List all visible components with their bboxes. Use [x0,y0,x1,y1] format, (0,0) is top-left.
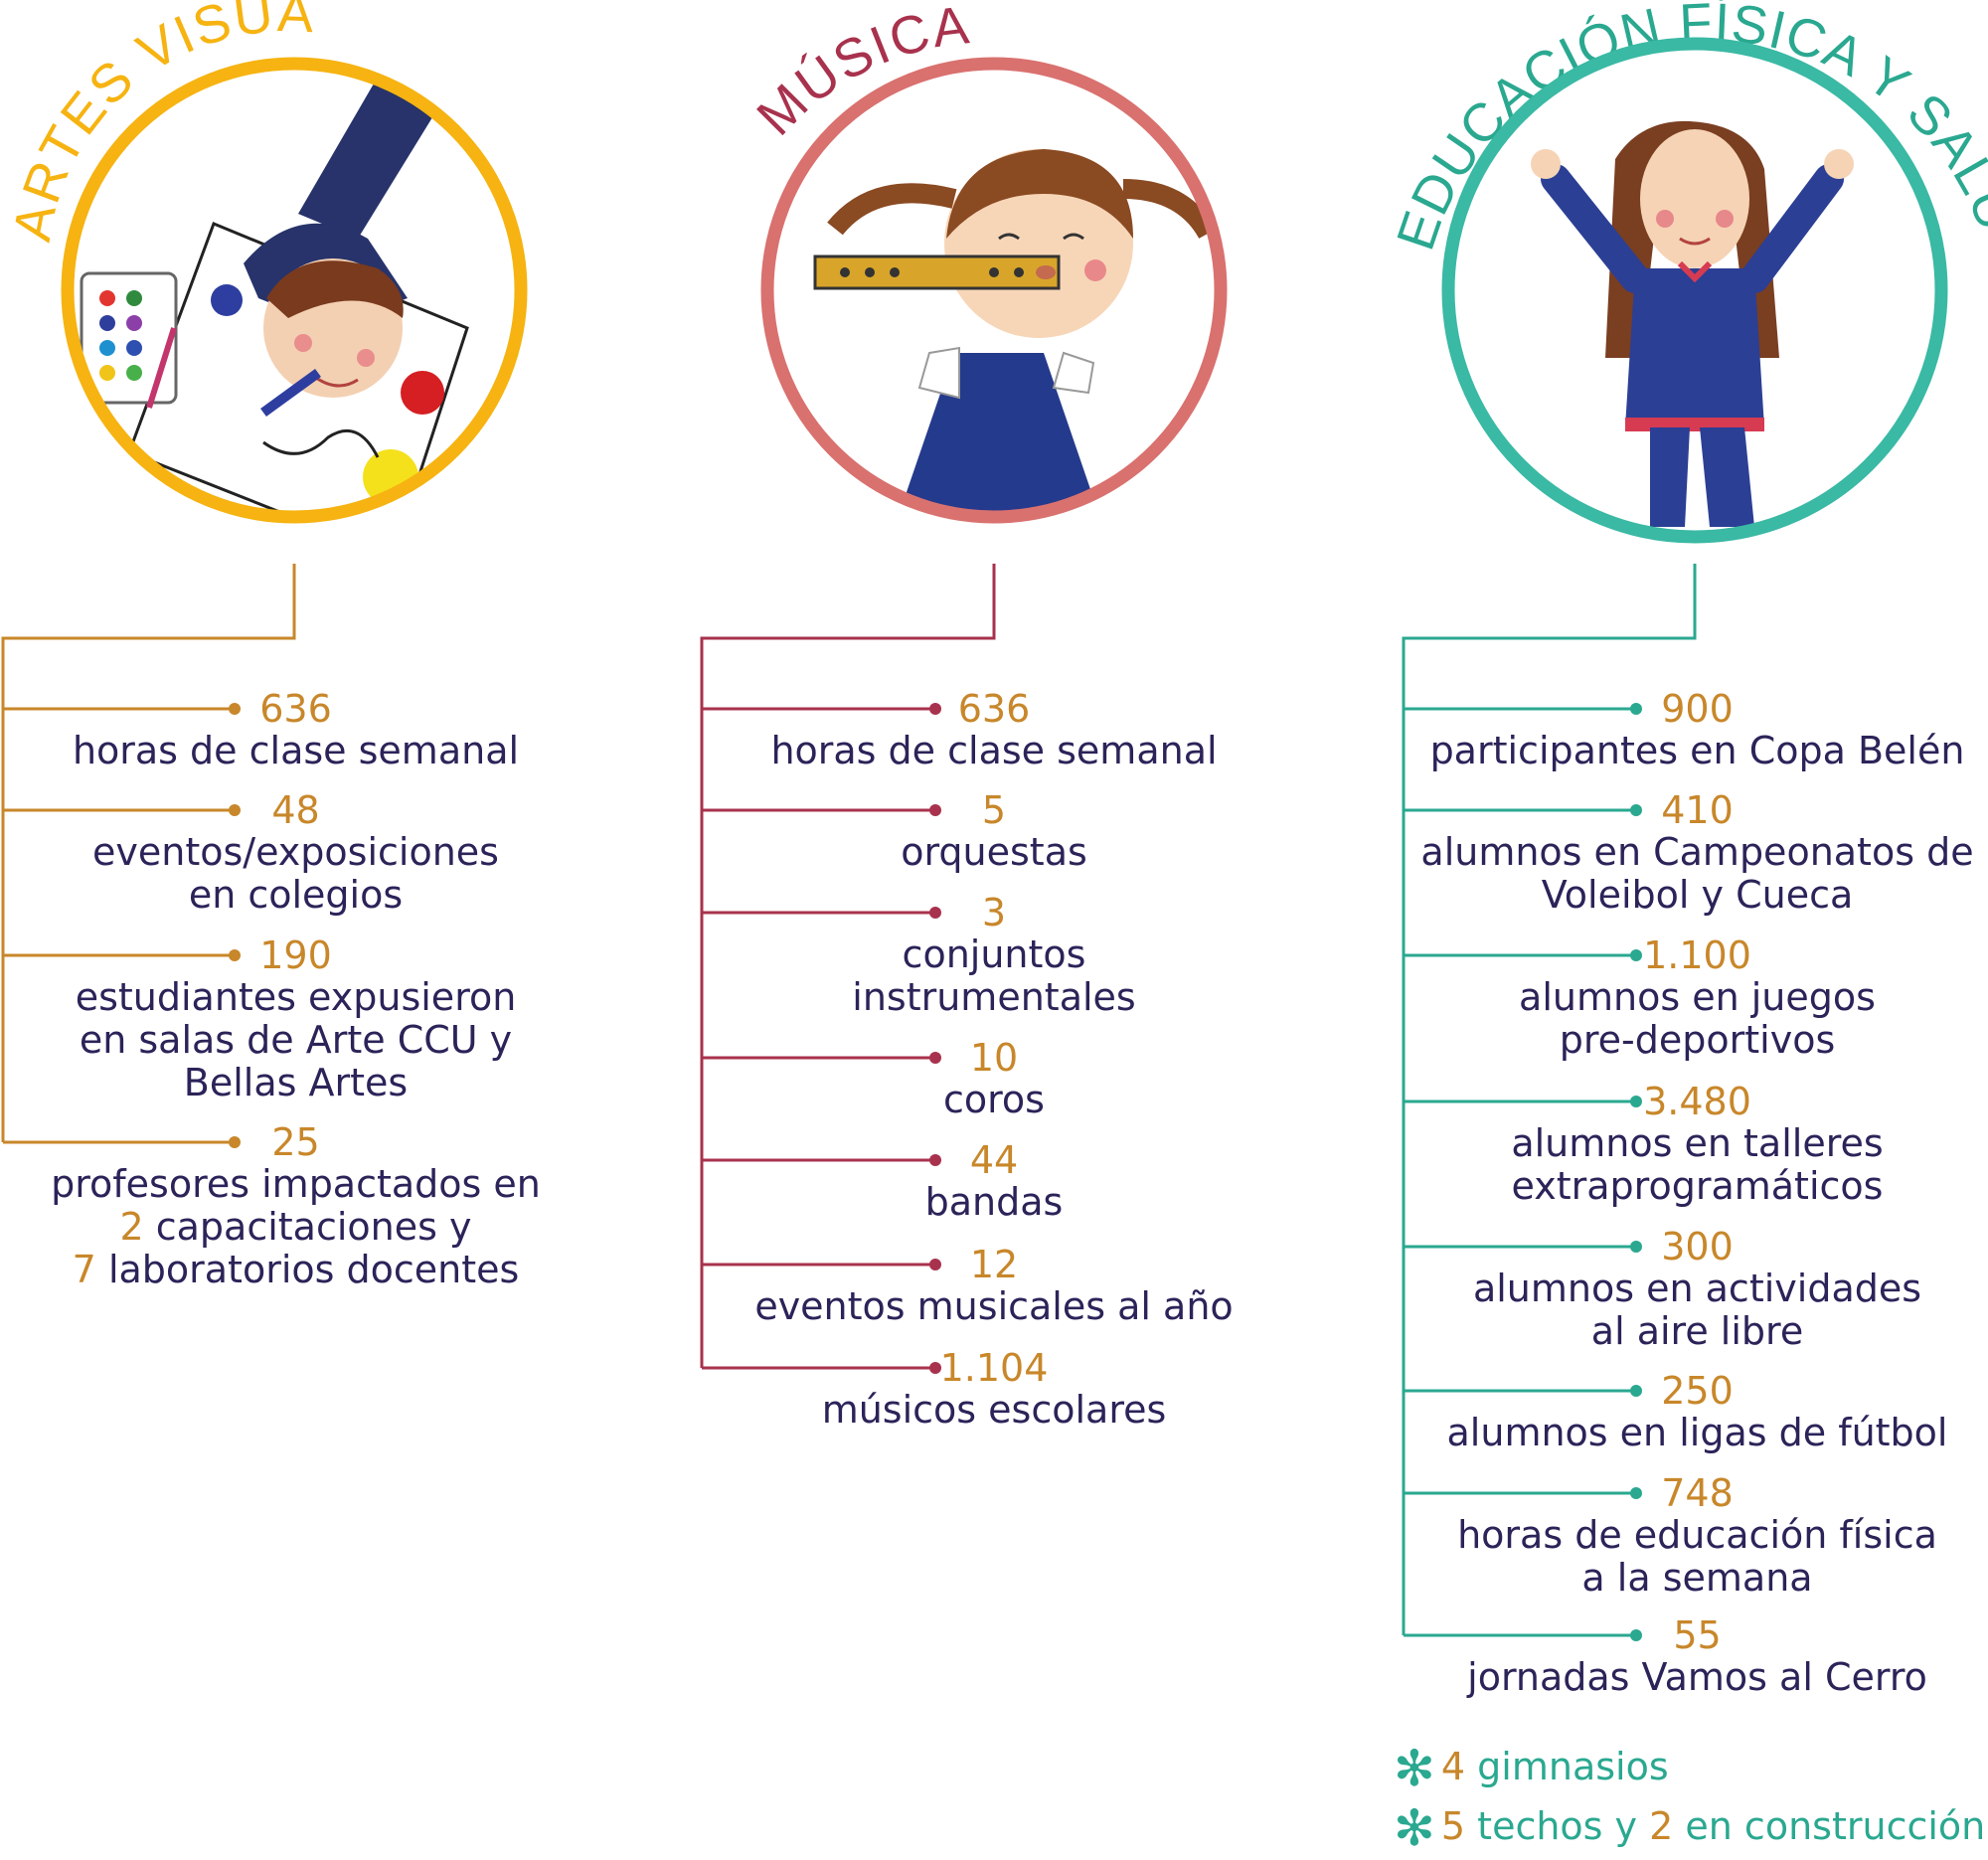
musica-connector-tree [700,564,996,1370]
musica-item: 12 eventos musicales al año [736,1244,1252,1328]
educacion-item-label: jornadas Vamos al Cerro [1467,1655,1927,1699]
musica-item-label: orquestas [901,830,1087,874]
artes-item: 25 profesores impactados en 2 capacitaci… [30,1121,562,1291]
educacion-item-value: 410 [1661,788,1734,832]
artes-item-label: profesores impactados en 2 capacitacione… [30,1163,562,1291]
musica-item-value: 5 [981,788,1007,832]
musica-item: 1.104 músicos escolares [736,1347,1252,1432]
footnote-text: en construcción [1673,1804,1986,1848]
footnote-count: 2 [1649,1804,1674,1848]
educacion-item-label: alumnos en talleres extraprogramáticos [1511,1121,1884,1208]
educacion-bullets [1630,703,1642,1641]
educacion-item-value: 250 [1661,1369,1734,1413]
musica-item: 636 horas de clase semanal [736,688,1252,772]
artes-item-label-line: profesores impactados en [51,1162,541,1206]
artes-item-value: 636 [259,687,332,731]
educacion-item: 300 alumnos en actividades al aire libre [1411,1226,1983,1353]
educacion-item: 55 jornadas Vamos al Cerro [1411,1614,1983,1699]
footnote-text: gimnasios [1465,1745,1669,1788]
musica-item-label: horas de clase semanal [770,729,1218,772]
musica-item-value: 10 [969,1036,1019,1080]
footnote-techos: ✻ 5 techos y 2 en construcción [1394,1803,1986,1853]
educacion-item-label: alumnos en juegos pre-deportivos [1519,975,1876,1062]
educacion-item-value: 748 [1661,1471,1734,1515]
educacion-item: 410 alumnos en Campeonatos de Voleibol y… [1411,789,1983,917]
artes-item: 636 horas de clase semanal [30,688,562,772]
educacion-item-label: alumnos en ligas de fútbol [1446,1411,1948,1454]
child-drawing-illustration [68,64,521,517]
musica-item: 5 orquestas [736,789,1252,874]
artes-item-count: 7 [72,1248,96,1291]
musica-item-value: 12 [969,1243,1019,1286]
educacion-connector-tree [1402,564,1697,1637]
educacion-item: 3.480 alumnos en talleres extraprogramát… [1411,1081,1983,1208]
artes-item-value: 48 [271,788,320,832]
musica-item-label: eventos musicales al año [754,1284,1234,1328]
musica-item-label: músicos escolares [821,1388,1167,1432]
footnote-text: techos y [1465,1804,1650,1848]
musica-item-value: 1.104 [939,1346,1049,1390]
educacion-item-value: 3.480 [1643,1080,1751,1123]
musica-item: 44 bandas [736,1139,1252,1224]
musica-item-value: 3 [981,891,1007,934]
girl-cheering-illustration [1448,44,1941,537]
educacion-item-value: 900 [1661,687,1734,731]
artes-item-label: eventos/exposiciones en colegios [92,830,499,917]
musica-item-label: coros [943,1078,1045,1121]
artes-connector-tree [1,564,296,1144]
girl-playing-flute-illustration [767,64,1221,517]
educacion-item-label: alumnos en actividades al aire libre [1472,1267,1922,1353]
musica-item: 3 conjuntos instrumentales [736,892,1252,1019]
artes-item-label: horas de clase semanal [72,729,520,772]
educacion-item-label: participantes en Copa Belén [1429,729,1965,772]
artes-item: 48 eventos/exposiciones en colegios [30,789,562,917]
musica-circle [760,57,1228,524]
footnote-gimnasios: ✻ 4 gimnasios [1394,1744,1669,1793]
asterisk-icon: ✻ [1394,1799,1435,1857]
musica-item-value: 636 [957,687,1031,731]
educacion-circle [1441,37,1948,544]
artes-bullets [229,703,241,1148]
artes-circle [61,57,528,524]
educacion-item: 1.100 alumnos en juegos pre-deportivos [1411,934,1983,1062]
musica-item-label: conjuntos instrumentales [852,932,1136,1019]
educacion-item-value: 1.100 [1643,933,1751,977]
artes-item-count: 2 [119,1205,144,1249]
educacion-item-value: 55 [1673,1613,1722,1657]
artes-item-label-line: laboratorios docentes [95,1248,520,1291]
footnote-count: 5 [1440,1804,1466,1848]
artes-item: 190 estudiantes expusieron en salas de A… [30,934,562,1104]
musica-item: 10 coros [736,1037,1252,1121]
educacion-item: 900 participantes en Copa Belén [1411,688,1983,772]
musica-bullets [929,703,941,1374]
artes-item-value: 25 [271,1120,320,1164]
educacion-item-label: alumnos en Campeonatos de Voleibol y Cue… [1420,830,1974,917]
artes-item-label: estudiantes expusieron en salas de Arte … [75,975,517,1104]
asterisk-icon: ✻ [1394,1740,1435,1797]
educacion-item-value: 300 [1661,1225,1734,1268]
educacion-item: 748 horas de educación física a la seman… [1411,1472,1983,1600]
musica-item-label: bandas [924,1180,1064,1224]
artes-item-value: 190 [259,933,332,977]
artes-item-label-line: capacitaciones y [143,1205,472,1249]
educacion-item: 250 alumnos en ligas de fútbol [1411,1370,1983,1454]
musica-item-value: 44 [969,1138,1019,1182]
educacion-item-label: horas de educación física a la semana [1457,1513,1937,1600]
footnote-count: 4 [1440,1745,1466,1788]
